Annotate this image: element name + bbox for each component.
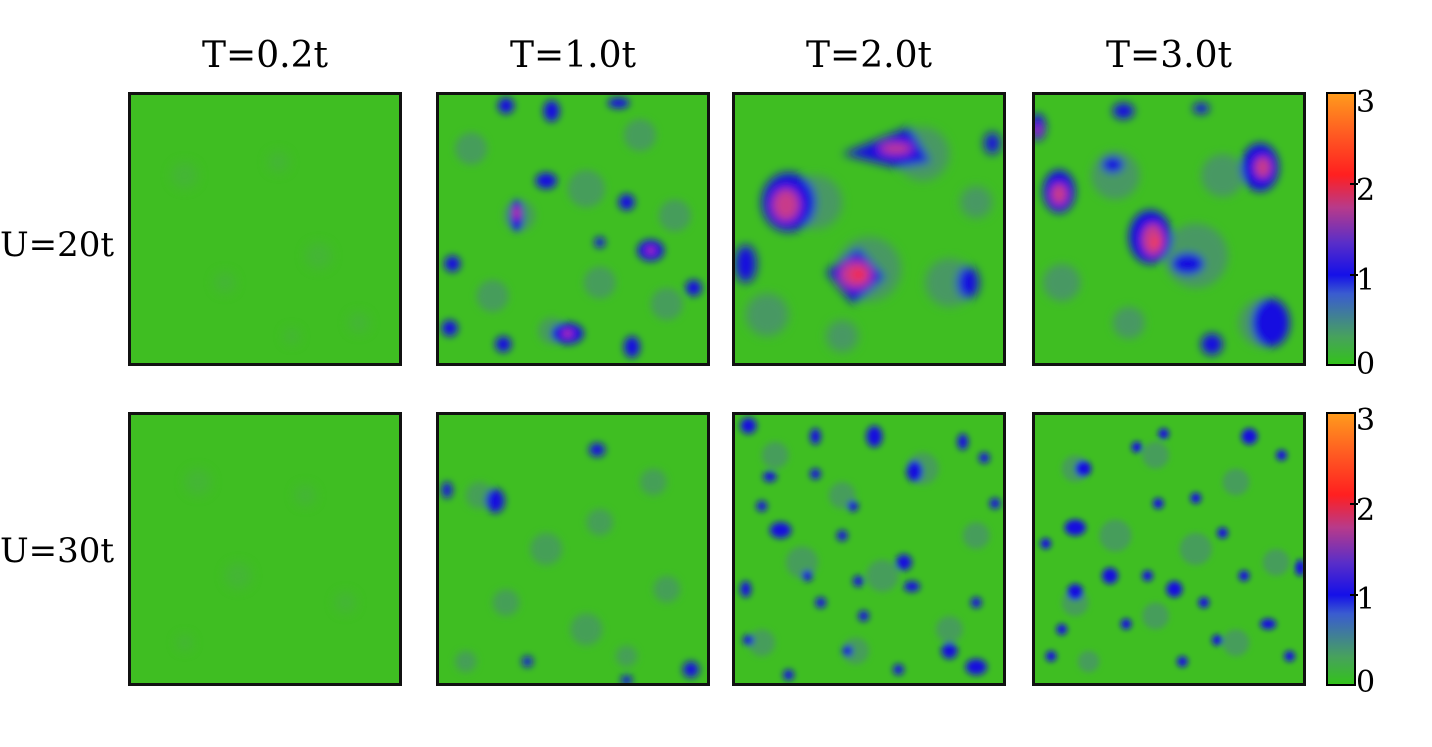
- column-title-t02: T=0.2t: [202, 35, 328, 76]
- row-title-u20: U=20t: [0, 225, 115, 265]
- panel-u30-t10: [436, 412, 710, 686]
- colorbar-row2-mark-2: [1350, 503, 1358, 505]
- colorbar-row1-tick-2: 2: [1356, 173, 1376, 208]
- colorbar-row2-tick-1: 1: [1356, 582, 1376, 617]
- colorbar-row1-tick-1: 1: [1356, 263, 1376, 298]
- colorbar-row2-mark-1: [1350, 594, 1358, 596]
- colorbar-row1-mark-2: [1350, 183, 1358, 185]
- panel-u30-t02: [128, 412, 402, 686]
- column-title-t20: T=2.0t: [806, 35, 932, 76]
- column-title-t10: T=1.0t: [510, 35, 636, 76]
- colorbar-row1: [1326, 92, 1356, 366]
- colorbar-row2-tick-3: 3: [1356, 403, 1376, 438]
- panel-u30-t30: [1032, 412, 1306, 686]
- colorbar-row2-tick-2: 2: [1356, 493, 1376, 528]
- row-title-u30: U=30t: [0, 531, 115, 571]
- panel-u20-t20: [732, 92, 1006, 366]
- column-title-t30: T=3.0t: [1106, 35, 1232, 76]
- panel-u20-t30: [1032, 92, 1306, 366]
- panel-u30-t20: [732, 412, 1006, 686]
- colorbar-row1-tick-3: 3: [1356, 85, 1376, 120]
- colorbar-row2-tick-0: 0: [1356, 665, 1376, 700]
- colorbar-row1-tick-0: 0: [1356, 347, 1376, 382]
- panel-u20-t02: [128, 92, 402, 366]
- panel-u20-t10: [436, 92, 710, 366]
- colorbar-row2: [1326, 412, 1356, 686]
- colorbar-row1-mark-1: [1350, 274, 1358, 276]
